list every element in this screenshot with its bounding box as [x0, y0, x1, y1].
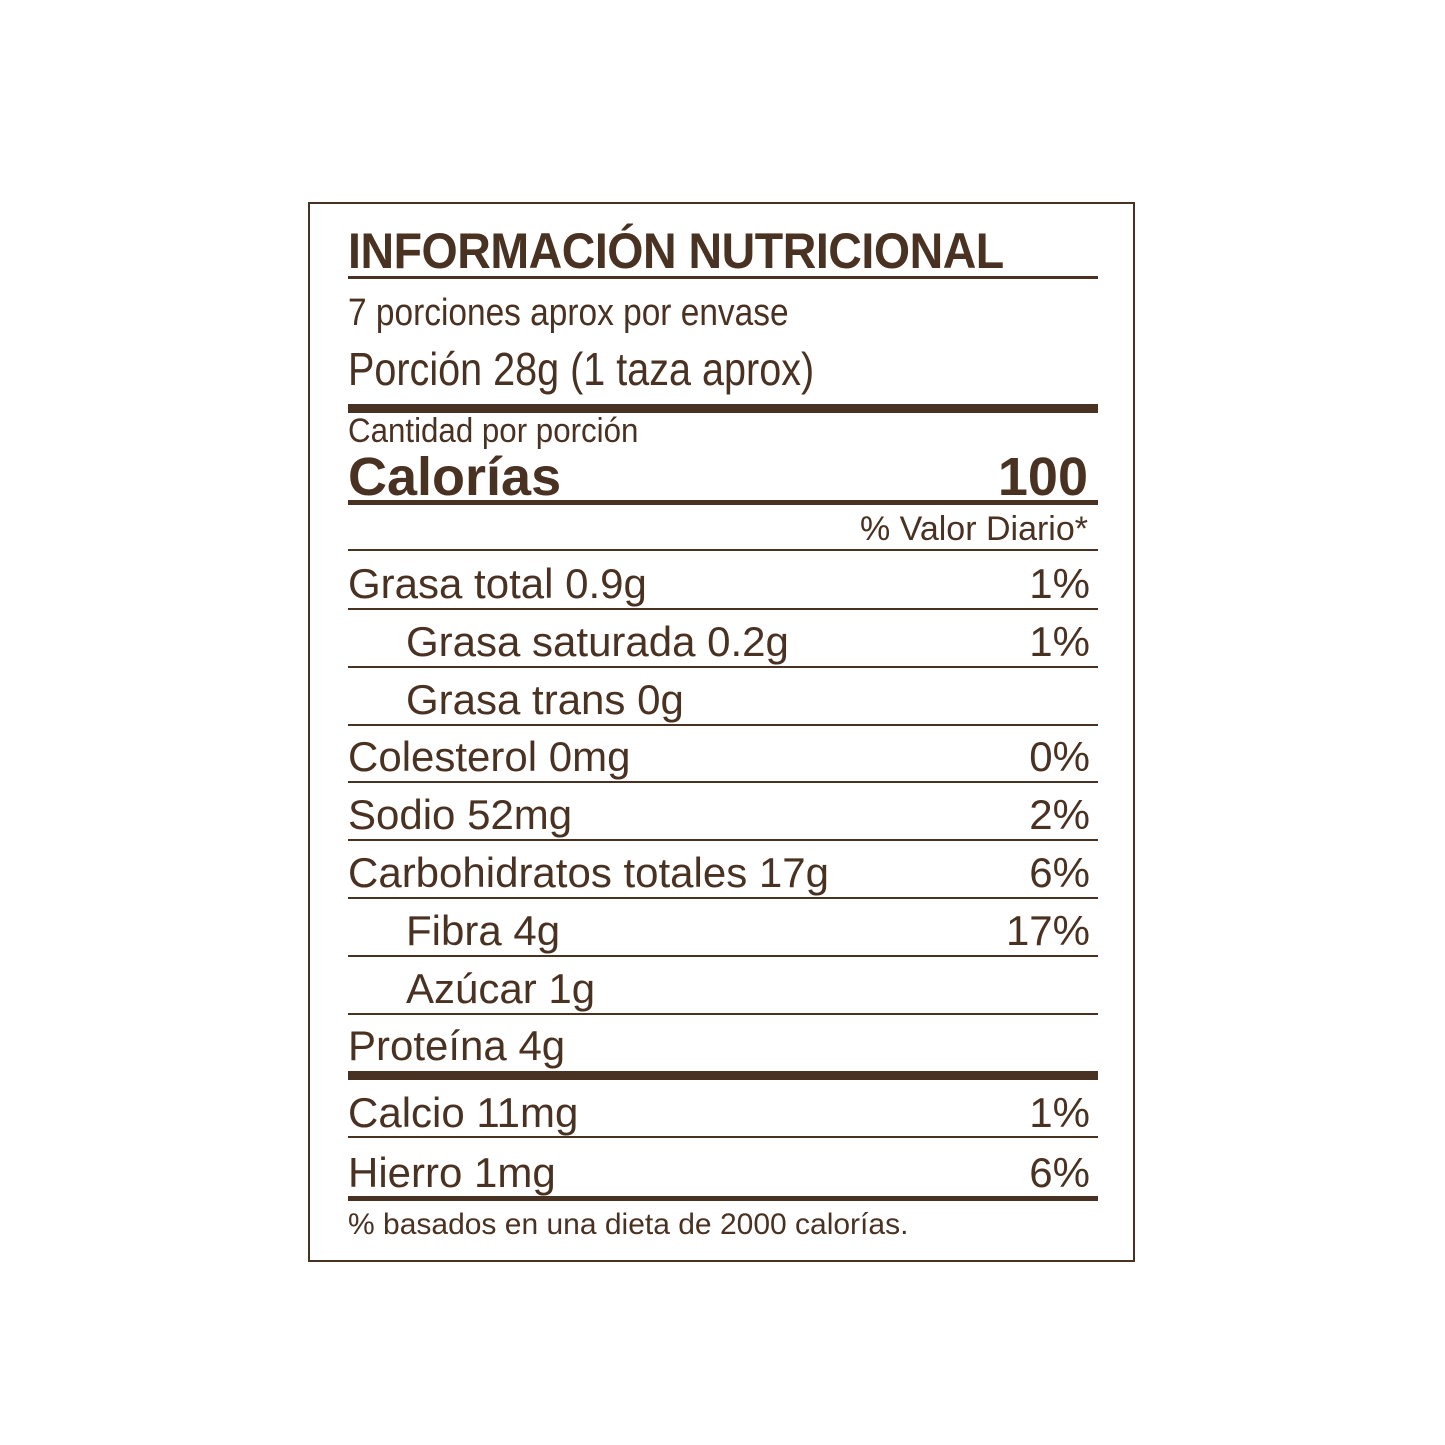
nutrient-row: Grasa total 0.9g 1%: [348, 551, 1090, 609]
nutrient-daily-value: 1%: [1029, 560, 1090, 607]
nutrient-label: Fibra 4g: [406, 906, 561, 954]
nutrient-label: Azúcar 1g: [406, 964, 596, 1012]
footnote: % basados en una dieta de 2000 calorías.: [348, 1208, 909, 1241]
nutrient-row: Carbohidratos totales 17g 6%: [348, 840, 1090, 898]
divider: [348, 608, 1098, 610]
nutrient-label: Colesterol 0mg: [348, 733, 631, 781]
nutrient-label: Carbohidratos totales 17g: [348, 849, 829, 896]
nutrient-label: Grasa saturada 0.2g: [406, 617, 789, 665]
divider: [348, 954, 1098, 957]
mineral-daily-value: 6%: [1029, 1149, 1090, 1196]
divider: [348, 665, 1098, 668]
divider: [348, 1196, 1098, 1201]
nutrient-row: Azúcar 1g: [348, 956, 1090, 1014]
daily-value-header: % Valor Diario*: [859, 510, 1088, 548]
divider: [348, 781, 1098, 784]
amount-per-serving: Cantidad por porción: [348, 412, 639, 450]
nutrient-daily-value: 2%: [1029, 791, 1090, 839]
nutrient-label: Grasa trans 0g: [406, 675, 684, 723]
label-title: INFORMACIÓN NUTRICIONAL: [348, 223, 1004, 279]
nutrient-daily-value: 1%: [1029, 617, 1090, 665]
mineral-label: Calcio 11mg: [348, 1089, 579, 1136]
servings-per-container: 7 porciones aprox por envase: [348, 292, 789, 334]
mineral-daily-value: 1%: [1029, 1089, 1090, 1136]
divider: [348, 839, 1098, 842]
calories-value: 100: [997, 447, 1088, 507]
nutrient-row: Proteína 4g: [348, 1013, 1090, 1071]
calories-label: Calorías: [348, 447, 562, 507]
divider: [348, 897, 1098, 899]
divider: [348, 1012, 1098, 1015]
nutrient-row: Colesterol 0mg 0%: [348, 724, 1090, 782]
nutrient-row: Grasa saturada 0.2g 1%: [348, 609, 1090, 667]
nutrient-row: Sodio 52mg 2%: [348, 782, 1090, 840]
nutrient-daily-value: 17%: [1005, 906, 1090, 954]
nutrient-daily-value: 6%: [1029, 849, 1090, 896]
divider: [348, 549, 1098, 551]
divider-medium: [348, 500, 1098, 505]
divider: [348, 723, 1098, 726]
divider: [348, 276, 1098, 279]
mineral-row: Calcio 11mg 1%: [348, 1080, 1090, 1138]
nutrient-label: Grasa total 0.9g: [348, 560, 647, 607]
nutrient-label: Proteína 4g: [348, 1022, 566, 1070]
nutrient-label: Sodio 52mg: [348, 791, 573, 839]
mineral-row: Hierro 1mg 6%: [348, 1140, 1090, 1198]
divider: [348, 1136, 1098, 1138]
nutrient-daily-value: 0%: [1029, 733, 1090, 781]
nutrition-label-border: [308, 202, 1135, 1262]
nutrient-row: Fibra 4g 17%: [348, 898, 1090, 956]
nutrient-row: Grasa trans 0g: [348, 667, 1090, 725]
divider-thick: [348, 404, 1098, 413]
mineral-label: Hierro 1mg: [348, 1149, 556, 1196]
serving-size: Porción 28g (1 taza aprox): [348, 343, 815, 395]
divider-thick: [348, 1071, 1098, 1080]
